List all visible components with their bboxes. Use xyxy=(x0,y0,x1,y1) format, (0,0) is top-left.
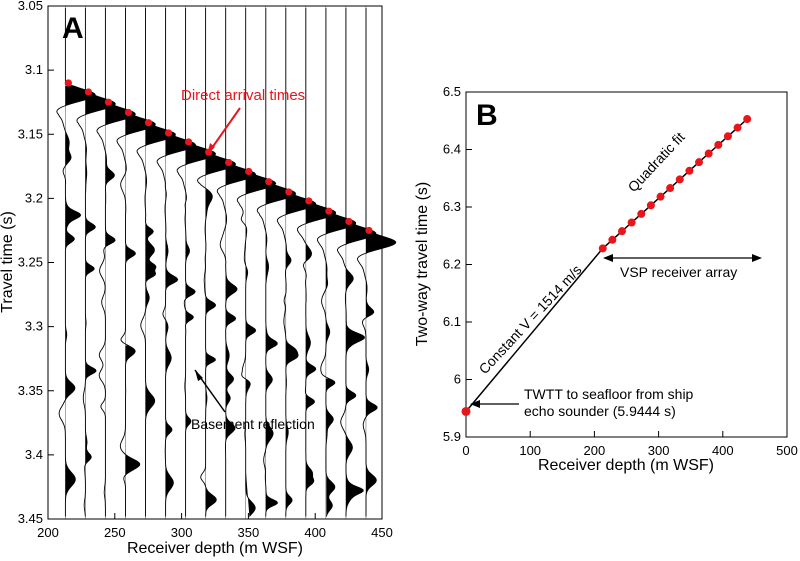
panel-a-x-tick-label: 350 xyxy=(238,525,260,540)
panel-a-direct-arrival-pick xyxy=(124,108,133,117)
panel-b-data-point xyxy=(656,192,665,201)
panel-b-data-point xyxy=(685,166,694,175)
panel-b-data-point xyxy=(723,132,732,141)
panel-b-data-point xyxy=(618,227,627,236)
panel-a-trace-fill xyxy=(105,105,136,248)
panel-b-y-tick-label: 6 xyxy=(454,372,461,387)
panel-a-x-tick-label: 300 xyxy=(171,525,193,540)
panel-a-y-tick-label: 3.25 xyxy=(18,255,43,270)
panel-b-data-point xyxy=(743,115,752,124)
panel-a-ticks: 200 250 300 350 400 450 3.05 3.1 3.15 3.2 3.25 3.3 3… xyxy=(18,0,393,540)
panel-b-x-tick-label: 200 xyxy=(584,443,606,458)
panel-b-twtt-annotation-line1: TWTT to seafloor from ship xyxy=(524,386,694,402)
panel-b-vsp-arrow-left-head xyxy=(603,254,613,262)
panel-a-traces xyxy=(56,6,397,519)
panel-b-quadratic-fit-line xyxy=(602,118,748,249)
panel-a-picks xyxy=(64,79,373,235)
panel-a-trace-fill xyxy=(185,144,216,451)
panel-b-x-axis-label: Receiver depth (m WSF) xyxy=(538,457,714,474)
panel-b-data-point xyxy=(733,123,742,132)
panel-b-data-point xyxy=(666,184,675,193)
panel-a-direct-arrow-head xyxy=(207,143,215,155)
panel-a-direct-arrival-pick xyxy=(225,158,233,167)
panel-a-direct-arrival-pick xyxy=(104,98,113,106)
panel-a-y-tick-label: 3.05 xyxy=(18,0,43,13)
panel-a-x-tick-label: 400 xyxy=(304,525,326,540)
panel-b-plot-frame xyxy=(465,91,788,438)
panel-b-data-point xyxy=(608,235,617,244)
panel-b-y-tick-label: 6.5 xyxy=(443,84,461,99)
panel-b-x-tick-label: 100 xyxy=(519,443,541,458)
panel-a-y-tick-label: 3.35 xyxy=(18,383,43,398)
panel-b-y-tick-label: 6.1 xyxy=(443,314,461,329)
panel-b-y-tick-label: 6.3 xyxy=(443,199,461,214)
panel-a-basement-annotation: Basement reflection xyxy=(191,416,315,432)
panel-a-x-tick-label: 450 xyxy=(371,525,393,540)
panel-a-trace-fill xyxy=(65,86,96,517)
panel-b-vsp-arrow-right-head xyxy=(752,254,762,262)
panel-a-trace-fill xyxy=(285,194,316,517)
panel-a-basement-arrow-head xyxy=(195,370,203,381)
panel-a-trace-fill xyxy=(165,135,196,517)
panel-a-direct-arrival-pick xyxy=(164,129,173,137)
panel-b-twtt-annotation-line2: echo sounder (5.9444 s) xyxy=(524,403,676,419)
panel-a-trace-fill xyxy=(305,198,336,512)
panel-b-x-tick-label: 300 xyxy=(648,443,670,458)
panel-a-trace-fill xyxy=(325,213,356,517)
panel-a-y-tick-label: 3.2 xyxy=(25,190,43,205)
panel-a-direct-arrival-pick xyxy=(64,79,72,87)
panel-a-direct-arrival-annotation: Direct arrival times xyxy=(181,87,305,104)
panel-b-data-point xyxy=(627,218,636,227)
panel-a-letter: A xyxy=(62,12,84,45)
panel-a: 200 250 300 350 400 450 3.05 3.1 3.15 3.2 3.25 3.3 3… xyxy=(0,0,397,557)
panel-b-ticks: 0 100 200 300 400 500 5.9 6 6.1 6.2 6.3 6.4 6.5 xyxy=(443,84,798,458)
panel-a-direct-arrival-pick xyxy=(325,207,333,215)
panel-b-letter: B xyxy=(476,99,498,132)
panel-a-direct-arrival-pick xyxy=(245,167,253,176)
panel-b-twtt-arrow-head xyxy=(470,400,480,408)
panel-a-direct-arrival-pick xyxy=(144,119,153,127)
panel-a-direct-arrival-pick xyxy=(84,88,93,96)
panel-b-y-tick-label: 6.4 xyxy=(443,142,461,157)
panel-a-y-tick-label: 3.15 xyxy=(18,126,43,141)
panel-b-x-tick-label: 0 xyxy=(462,443,469,458)
panel-b-x-tick-label: 400 xyxy=(712,443,734,458)
panel-a-direct-arrival-pick xyxy=(265,178,273,186)
panel-a-trace-fill xyxy=(345,224,376,517)
panel-a-y-tick-label: 3.45 xyxy=(18,511,43,526)
panel-a-direct-arrival-pick xyxy=(305,197,313,205)
panel-a-x-tick-label: 200 xyxy=(37,525,59,540)
panel-b-data-point xyxy=(695,158,704,167)
panel-a-direct-arrival-pick xyxy=(185,138,193,146)
panel-a-y-axis-label: Travel time (s) xyxy=(0,211,16,313)
panel-b-x-tick-label: 500 xyxy=(776,443,798,458)
panel-b-data-point xyxy=(704,149,713,158)
panel-a-plot-frame xyxy=(47,5,383,520)
panel-a-y-tick-label: 3.3 xyxy=(25,319,43,334)
panel-b-data-point xyxy=(714,140,723,149)
panel-b-y-tick-label: 5.9 xyxy=(443,429,461,444)
panel-b-vsp-annotation: VSP receiver array xyxy=(620,264,737,280)
panel-b-data-point xyxy=(675,175,684,184)
panel-a-trace-fill xyxy=(85,95,116,466)
panel-a-direct-arrival-pick xyxy=(365,226,373,235)
panel-a-x-axis-label: Receiver depth (m WSF) xyxy=(127,540,303,557)
panel-b-data-point xyxy=(646,201,655,210)
panel-b-data-point xyxy=(637,209,646,218)
panel-b-constant-velocity-line xyxy=(465,247,604,412)
panel-a-y-tick-label: 3.4 xyxy=(25,447,43,462)
panel-a-x-tick-label: 250 xyxy=(104,525,126,540)
panel-a-direct-arrival-pick xyxy=(285,188,293,196)
panel-b-picks xyxy=(461,115,752,416)
panel-b-seafloor-point xyxy=(461,406,471,416)
panel-a-direct-arrival-pick xyxy=(345,217,353,226)
panel-a-y-tick-label: 3.1 xyxy=(25,62,43,77)
panel-b-y-axis-label: Two-way travel time (s) xyxy=(414,182,431,346)
panel-b-data-point xyxy=(598,244,607,253)
panel-b-y-tick-label: 6.2 xyxy=(443,257,461,272)
